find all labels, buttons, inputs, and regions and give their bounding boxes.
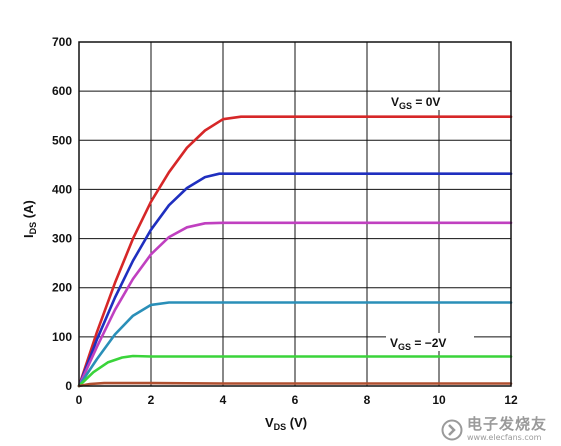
x-axis-title: VDS (V) [265,415,307,432]
y-tick-label: 200 [52,281,72,295]
annotation-vgs-0v: VGS = 0V [387,92,475,111]
elecfans-logo-icon [441,419,463,440]
y-tick-label: 600 [52,84,72,98]
series-line-3 [77,301,513,388]
svg-text:VGS = 0V: VGS = 0V [391,95,440,111]
annotation-vgs-minus-2v: VGS = −2V [386,333,474,352]
y-tick-label: 100 [52,330,72,344]
x-tick-label: 8 [364,393,371,407]
y-tick-label: 0 [65,379,72,393]
y-tick-label: 300 [52,232,72,246]
svg-text:VGS = −2V: VGS = −2V [390,336,446,352]
x-tick-label: 6 [292,393,299,407]
x-tick-label: 4 [220,393,227,407]
y-tick-label: 700 [52,35,72,49]
series-lines [77,115,513,388]
y-axis-title: IDS (A) [21,200,38,238]
series-line-5 [77,381,513,388]
x-tick-labels: 0 2 4 6 8 10 12 [76,393,518,407]
series-line-4 [77,354,513,388]
series-line-2 [77,221,513,388]
series-line-1 [77,172,513,388]
y-tick-label: 400 [52,182,72,196]
y-tick-labels: 0 100 200 300 400 500 600 700 [52,35,72,393]
watermark-url: www.elecfans.com [466,433,542,442]
x-tick-label: 2 [148,393,155,407]
series-line-0 [77,115,513,388]
x-tick-label: 12 [504,393,518,407]
watermark-title: 电子发烧友 [466,415,547,433]
y-tick-label: 500 [52,133,72,147]
x-tick-label: 0 [76,393,83,407]
watermark: 电子发烧友 www.elecfans.com [441,417,547,442]
plot-frame [78,41,512,387]
x-tick-label: 10 [432,393,446,407]
